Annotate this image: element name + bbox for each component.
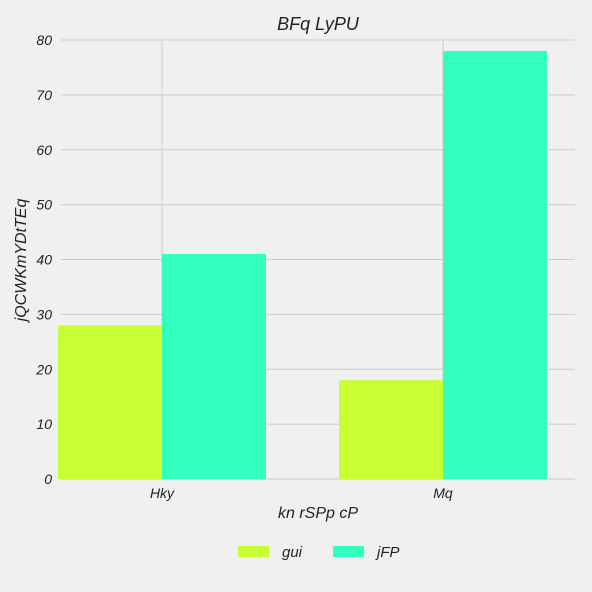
x-axis-ticks: Hky Mq	[150, 485, 453, 501]
legend-label-gui: gui	[282, 544, 303, 561]
legend-swatch-jFP	[333, 546, 364, 557]
x-tick-label: Hky	[150, 485, 175, 501]
bar-jFP-Hky[interactable]	[162, 254, 266, 479]
y-axis-label: jQCWKmYDtTEq	[13, 199, 30, 324]
y-tick-label: 80	[36, 32, 52, 48]
y-tick-label: 50	[36, 197, 52, 213]
y-tick-label: 10	[36, 416, 52, 432]
x-tick-label: Mq	[433, 485, 453, 501]
y-tick-label: 70	[36, 87, 52, 103]
legend-label-jFP: jFP	[375, 544, 400, 561]
legend-swatch-gui	[238, 546, 269, 557]
bar-jFP-Mq[interactable]	[443, 50, 547, 479]
legend: gui jFP	[238, 544, 400, 561]
y-tick-label: 40	[36, 252, 52, 268]
y-tick-label: 30	[36, 306, 52, 322]
x-axis-label: kn rSPp cP	[278, 505, 358, 522]
y-tick-label: 60	[36, 142, 52, 158]
y-tick-label: 0	[44, 471, 52, 487]
bar-gui-Hky[interactable]	[58, 325, 162, 479]
y-axis-ticks: 0 10 20 30 40 50 60 70 80	[35, 32, 52, 487]
bars	[58, 50, 547, 479]
chart-title: BFq LyPU	[277, 14, 360, 34]
bar-gui-Mq[interactable]	[339, 380, 443, 479]
y-tick-label: 20	[35, 361, 52, 377]
